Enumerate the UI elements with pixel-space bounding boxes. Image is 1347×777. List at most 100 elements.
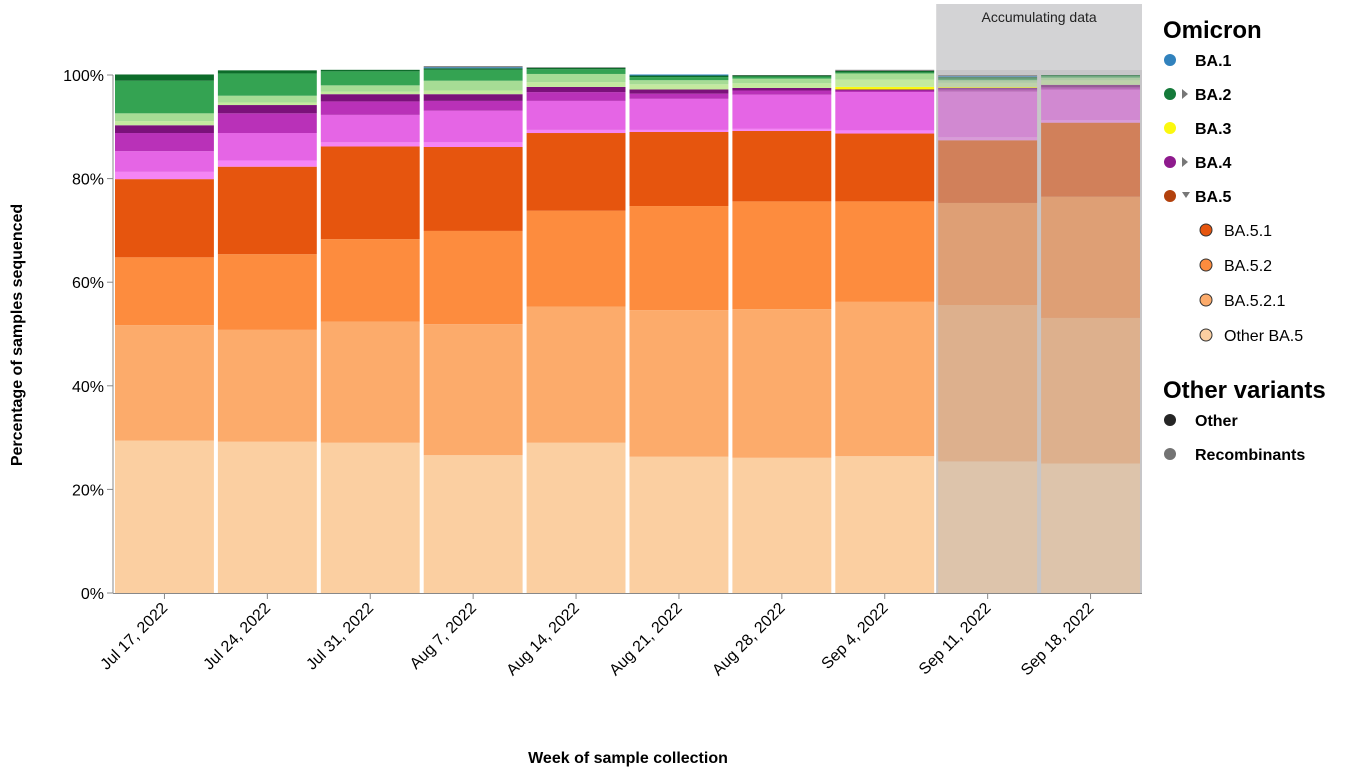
- bar-segment-ba-5-1-jul-17-2022[interactable]: [115, 179, 214, 258]
- bar-segment-ba-5-2-jul-31-2022[interactable]: [320, 239, 420, 322]
- legend-item-ba-5-2-1[interactable]: BA.5.2.1: [1199, 293, 1285, 310]
- bar-segment-ba-4-sublineage-3-aug-28-2022[interactable]: [732, 90, 832, 95]
- bar-segment-ba-4-sublineage-3-jul-31-2022[interactable]: [320, 101, 420, 115]
- bar-segment-ba-2-sublineage-4-sep-18-2022[interactable]: [1041, 75, 1140, 77]
- bar-segment-ba-2-sublineage-2-jul-31-2022[interactable]: [320, 85, 420, 92]
- bar-segment-ba-4-sublineage-3-sep-11-2022[interactable]: [938, 89, 1038, 92]
- bar-segment-ba-2-sublineage-4-aug-7-2022[interactable]: [423, 68, 523, 70]
- bar-segment-ba-2-sublineage-4-aug-21-2022[interactable]: [629, 75, 729, 78]
- bar-segment-ba-4-sublineage-3-aug-7-2022[interactable]: [423, 100, 523, 111]
- bar-segment-ba-4-sublineage-2-sep-11-2022[interactable]: [938, 91, 1038, 138]
- bar-segment-ba-2-sublineage-1-aug-28-2022[interactable]: [732, 83, 832, 88]
- bar-segment-ba-2-sublineage-4-jul-31-2022[interactable]: [320, 69, 420, 72]
- bar-segment-other-ba-5-jul-24-2022[interactable]: [217, 441, 317, 593]
- bar-segment-ba-2-sublineage-3-jul-31-2022[interactable]: [320, 71, 420, 86]
- bar-segment-ba-1-aug-21-2022[interactable]: [629, 74, 729, 76]
- bar-segment-ba-4-sublineage-4-jul-24-2022[interactable]: [217, 105, 317, 114]
- bar-segment-ba-4-sublineage-1-aug-21-2022[interactable]: [629, 129, 729, 132]
- legend-item-ba-3[interactable]: BA.3: [1164, 121, 1232, 138]
- bar-segment-ba-5-2-1-jul-31-2022[interactable]: [320, 321, 420, 443]
- bar-segment-ba-2-sublineage-3-sep-4-2022[interactable]: [835, 72, 935, 74]
- legend-item-ba-1[interactable]: BA.1: [1164, 53, 1232, 70]
- bar-segment-ba-4-sublineage-4-aug-14-2022[interactable]: [526, 86, 626, 93]
- bar-segment-other-ba-5-sep-4-2022[interactable]: [835, 456, 935, 593]
- bar-segment-other-ba-5-aug-14-2022[interactable]: [526, 442, 626, 593]
- expand-caret-icon[interactable]: [1182, 157, 1188, 167]
- bar-segment-other-ba-5-jul-31-2022[interactable]: [320, 442, 420, 593]
- bar-segment-ba-5-1-aug-28-2022[interactable]: [732, 130, 832, 202]
- bar-segment-ba-2-sublineage-1-aug-21-2022[interactable]: [629, 84, 729, 90]
- bar-segment-other-ba-5-aug-7-2022[interactable]: [423, 455, 523, 593]
- bar-segment-ba-5-2-aug-7-2022[interactable]: [423, 230, 523, 325]
- bar-segment-other-ba-5-aug-21-2022[interactable]: [629, 456, 729, 593]
- bar-segment-ba-5-2-1-aug-28-2022[interactable]: [732, 309, 832, 458]
- bar-segment-ba-4-sublineage-1-jul-17-2022[interactable]: [115, 171, 214, 180]
- bar-segment-ba-5-2-1-aug-21-2022[interactable]: [629, 310, 729, 457]
- bar-segment-ba-5-2-jul-17-2022[interactable]: [115, 257, 214, 326]
- bar-segment-ba-5-1-sep-18-2022[interactable]: [1041, 122, 1140, 197]
- bar-segment-ba-4-sublineage-1-sep-11-2022[interactable]: [938, 137, 1038, 141]
- bar-segment-ba-2-sublineage-4-sep-11-2022[interactable]: [938, 77, 1038, 79]
- bar-segment-ba-2-sublineage-4-jul-17-2022[interactable]: [115, 74, 214, 81]
- bar-segment-ba-2-sublineage-3-aug-7-2022[interactable]: [423, 69, 523, 81]
- bar-segment-ba-4-sublineage-2-aug-14-2022[interactable]: [526, 100, 626, 130]
- legend-item-recombinants[interactable]: Recombinants: [1164, 447, 1305, 464]
- bar-segment-recombinants-sep-4-2022[interactable]: [835, 69, 935, 71]
- bar-segment-ba-4-sublineage-2-aug-7-2022[interactable]: [423, 110, 523, 143]
- bar-segment-ba-5-2-1-sep-4-2022[interactable]: [835, 301, 935, 457]
- bar-segment-ba-2-sublineage-2-aug-28-2022[interactable]: [732, 78, 832, 84]
- legend-item-other[interactable]: Other: [1164, 413, 1238, 430]
- bar-segment-ba-4-sublineage-3-aug-21-2022[interactable]: [629, 93, 729, 99]
- bar-segment-ba-5-1-sep-4-2022[interactable]: [835, 133, 935, 202]
- bar-segment-ba-3-sep-11-2022[interactable]: [938, 86, 1038, 88]
- bar-segment-ba-4-sublineage-1-aug-7-2022[interactable]: [423, 142, 523, 147]
- legend-item-ba-5-2[interactable]: BA.5.2: [1199, 258, 1272, 275]
- bar-segment-ba-4-sublineage-2-sep-4-2022[interactable]: [835, 92, 935, 131]
- bar-segment-ba-4-sublineage-1-sep-4-2022[interactable]: [835, 130, 935, 134]
- bar-segment-ba-2-sublineage-3-aug-14-2022[interactable]: [526, 69, 626, 74]
- legend-item-ba-2[interactable]: BA.2: [1164, 87, 1232, 104]
- bar-segment-ba-2-sublineage-2-aug-14-2022[interactable]: [526, 73, 626, 83]
- bar-segment-ba-2-sublineage-2-sep-4-2022[interactable]: [835, 73, 935, 80]
- bar-segment-ba-4-sublineage-2-jul-24-2022[interactable]: [217, 133, 317, 161]
- legend[interactable]: Omicron BA.1 BA.2 BA.3 BA.4 BA.5 BA.5.1 BA.5.2 B…: [1163, 17, 1326, 464]
- bar-segment-ba-4-sublineage-3-sep-18-2022[interactable]: [1041, 87, 1140, 90]
- bar-segment-ba-5-1-sep-11-2022[interactable]: [938, 140, 1038, 203]
- bar-segment-ba-5-2-aug-28-2022[interactable]: [732, 201, 832, 310]
- bar-segment-ba-4-sublineage-2-aug-28-2022[interactable]: [732, 94, 832, 129]
- bar-segment-ba-4-sublineage-4-jul-31-2022[interactable]: [320, 94, 420, 102]
- bar-segment-ba-5-2-1-aug-7-2022[interactable]: [423, 324, 523, 456]
- bar-segment-ba-5-2-sep-11-2022[interactable]: [938, 202, 1038, 305]
- bar-segment-ba-2-sublineage-2-jul-24-2022[interactable]: [217, 95, 317, 103]
- bar-segment-ba-4-sublineage-2-jul-31-2022[interactable]: [320, 114, 420, 143]
- bar-segment-ba-2-sublineage-4-sep-4-2022[interactable]: [835, 70, 935, 73]
- bar-segment-ba-2-sublineage-2-sep-18-2022[interactable]: [1041, 77, 1140, 81]
- bar-segment-ba-4-sublineage-2-sep-18-2022[interactable]: [1041, 89, 1140, 121]
- legend-item-other-ba-5[interactable]: Other BA.5: [1199, 328, 1303, 345]
- bar-segment-ba-4-sublineage-1-aug-14-2022[interactable]: [526, 129, 626, 134]
- bar-segment-ba-5-1-jul-24-2022[interactable]: [217, 166, 317, 255]
- bar-segment-ba-4-sublineage-1-aug-28-2022[interactable]: [732, 128, 832, 131]
- legend-item-ba-4[interactable]: BA.4: [1164, 155, 1232, 172]
- bar-segment-ba-4-sublineage-4-jul-17-2022[interactable]: [115, 125, 214, 134]
- bar-segment-ba-5-2-1-jul-24-2022[interactable]: [217, 329, 317, 442]
- bar-segment-ba-5-2-1-aug-14-2022[interactable]: [526, 306, 626, 443]
- bar-segment-ba-4-sublineage-4-aug-7-2022[interactable]: [423, 94, 523, 101]
- expand-caret-icon[interactable]: [1182, 89, 1188, 99]
- bar-segment-ba-4-sublineage-1-sep-18-2022[interactable]: [1041, 120, 1140, 123]
- bar-segment-ba-5-2-jul-24-2022[interactable]: [217, 254, 317, 330]
- bar-segment-ba-2-sublineage-1-aug-14-2022[interactable]: [526, 82, 626, 87]
- bar-segment-ba-2-sublineage-1-sep-11-2022[interactable]: [938, 82, 1038, 87]
- bar-segment-ba-1-aug-7-2022[interactable]: [423, 67, 523, 69]
- bar-segment-other-ba-5-sep-18-2022[interactable]: [1041, 463, 1140, 594]
- bar-segment-recombinants-sep-11-2022[interactable]: [938, 75, 1038, 77]
- bar-segment-ba-2-sublineage-1-sep-18-2022[interactable]: [1041, 80, 1140, 85]
- bar-segment-ba-2-sublineage-4-aug-28-2022[interactable]: [732, 75, 832, 77]
- bar-segment-ba-5-1-aug-21-2022[interactable]: [629, 131, 729, 207]
- bar-segment-other-ba-5-sep-11-2022[interactable]: [938, 461, 1038, 593]
- bar-segment-ba-2-sublineage-2-sep-11-2022[interactable]: [938, 80, 1038, 83]
- bar-segment-ba-2-sublineage-3-sep-18-2022[interactable]: [1041, 76, 1140, 78]
- bar-segment-recombinants-aug-14-2022[interactable]: [526, 67, 626, 68]
- bar-segment-ba-5-2-sep-18-2022[interactable]: [1041, 196, 1140, 318]
- bar-segment-ba-1-sep-11-2022[interactable]: [938, 76, 1038, 78]
